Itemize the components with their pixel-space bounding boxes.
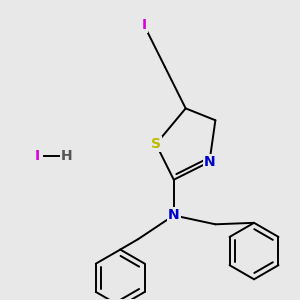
Text: N: N (204, 155, 215, 169)
Text: H: H (61, 149, 73, 163)
Text: I: I (142, 18, 147, 32)
Text: N: N (168, 208, 180, 222)
Text: S: S (151, 137, 161, 151)
Text: I: I (34, 149, 40, 163)
